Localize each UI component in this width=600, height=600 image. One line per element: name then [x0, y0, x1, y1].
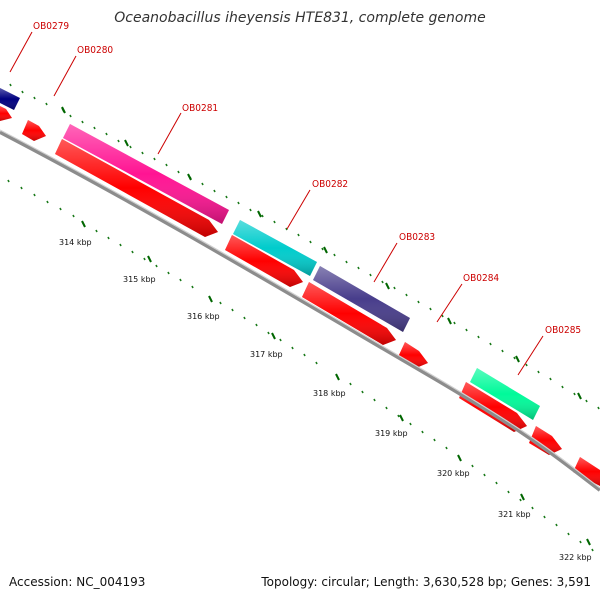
genome-summary-text: Topology: circular; Length: 3,630,528 bp…: [260, 575, 591, 589]
gene-reverse-4[interactable]: [225, 235, 303, 287]
gene-OB0279-feature[interactable]: [0, 88, 20, 110]
kbp-label-316: 316 kbp: [187, 312, 220, 321]
gene-label-layer: [9, 31, 544, 376]
gene-label-OB0279[interactable]: OB0279: [33, 21, 69, 32]
kbp-label-318: 318 kbp: [313, 389, 346, 398]
forward-strand-track: [0, 88, 540, 420]
kbp-label-315: 315 kbp: [123, 275, 156, 284]
gene-reverse-5[interactable]: [302, 282, 396, 345]
gene-label-OB0284[interactable]: OB0284: [463, 273, 499, 284]
map-title: Oceanobacillus iheyensis HTE831, complet…: [114, 10, 485, 26]
outer-major-ticks: [61, 106, 582, 400]
kbp-label-319: 319 kbp: [375, 429, 408, 438]
gene-label-OB0285[interactable]: OB0285: [545, 325, 581, 336]
reverse-strand-track: [0, 106, 600, 486]
kbp-label-322: 322 kbp: [559, 553, 592, 562]
leader-OB0285: [517, 335, 544, 376]
outer-tick-track: [9, 83, 600, 410]
inner-tick-track: [7, 179, 594, 552]
leader-OB0280: [53, 55, 77, 97]
gene-reverse-1[interactable]: [0, 106, 12, 121]
scale-labels: 314 kbp 315 kbp 316 kbp 317 kbp 318 kbp …: [59, 238, 592, 562]
gene-OB0281-feature[interactable]: [63, 124, 229, 224]
gene-OB0282-feature[interactable]: [233, 220, 317, 276]
inner-major-ticks: [81, 220, 591, 546]
gene-OB0285-feature[interactable]: [470, 368, 540, 420]
accession-text: Accession: NC_004193: [9, 575, 145, 589]
gene-label-OB0280[interactable]: OB0280: [77, 45, 113, 56]
gene-reverse-8[interactable]: [529, 426, 562, 455]
kbp-label-314: 314 kbp: [59, 238, 92, 247]
gene-label-OB0283[interactable]: OB0283: [399, 232, 435, 243]
gene-label-OB0281[interactable]: OB0281: [182, 103, 218, 114]
kbp-label-321: 321 kbp: [498, 510, 531, 519]
genome-backbone: [0, 129, 600, 492]
gene-reverse-7[interactable]: [459, 382, 527, 432]
leader-OB0281: [157, 112, 182, 155]
kbp-label-317: 317 kbp: [250, 350, 283, 359]
gene-label-OB0282[interactable]: OB0282: [312, 179, 348, 190]
gene-label-text: OB0279 OB0280 OB0281 OB0282 OB0283 OB028…: [33, 21, 581, 336]
leader-OB0283: [373, 242, 398, 283]
leader-OB0282: [286, 189, 311, 230]
gene-OB0283-feature[interactable]: [313, 266, 410, 332]
gene-OB0280-feature[interactable]: [22, 120, 46, 141]
leader-OB0279: [9, 31, 33, 73]
kbp-label-320: 320 kbp: [437, 469, 470, 478]
gene-reverse-3[interactable]: [55, 139, 218, 237]
leader-OB0284: [436, 283, 463, 323]
gene-reverse-9[interactable]: [573, 457, 600, 486]
